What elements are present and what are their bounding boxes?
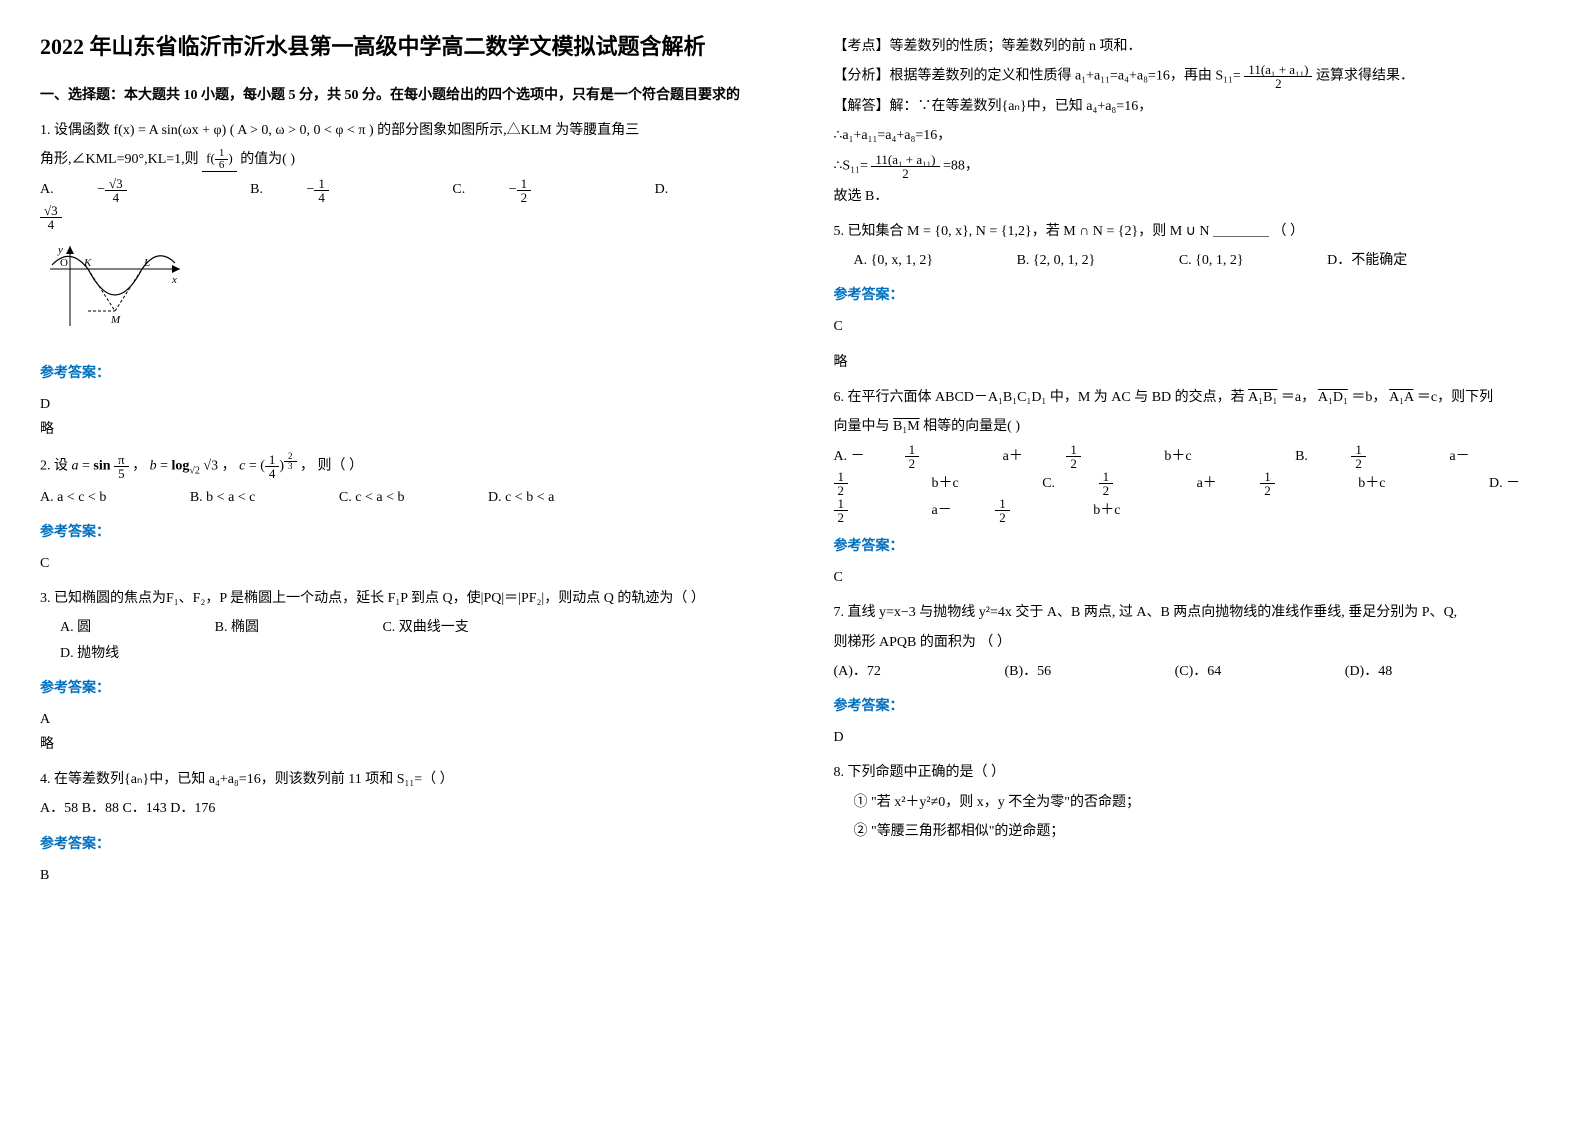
left-column: 2022 年山东省临沂市沂水县第一高级中学高二数学文模拟试题含解析 一、选择题：… — [0, 0, 794, 1122]
q4-sol3: ∴S₁₁= 11(a₁ + a₁₁)2 =88， — [834, 153, 1548, 180]
q7-opt-d: (D)．48 — [1345, 659, 1392, 684]
q5-options: A. {0, x, 1, 2} B. {2, 0, 1, 2} C. {0, 1… — [854, 248, 1548, 273]
q6-answer: C — [834, 565, 1548, 590]
q7-options: (A)．72 (B)．56 (C)．64 (D)．48 — [834, 659, 1548, 684]
q8-item1: ① "若 x²＋y²≠0，则 x，y 不全为零"的否命题； — [854, 790, 1548, 815]
q3-answer: A — [40, 707, 754, 732]
svg-text:K: K — [83, 257, 92, 269]
question-5: 5. 已知集合 M = {0, x}, N = {1,2}，若 M ∩ N = … — [834, 219, 1548, 273]
q1-stem-line1: 1. 设偶函数 f(x) = A sin(ωx + φ) ( A > 0, ω … — [40, 118, 754, 143]
q2-opt-b: B. b < a < c — [190, 485, 256, 510]
section-1-heading: 一、选择题：本大题共 10 小题，每小题 5 分，共 50 分。在每小题给出的四… — [40, 83, 754, 108]
q5-opt-b: B. {2, 0, 1, 2} — [1017, 248, 1096, 273]
q4-opts: A．58 B．88 C．143 D．176 — [40, 796, 754, 821]
exam-title: 2022 年山东省临沂市沂水县第一高级中学高二数学文模拟试题含解析 — [40, 30, 754, 63]
question-8: 8. 下列命题中正确的是（ ） ① "若 x²＋y²≠0，则 x，y 不全为零"… — [834, 760, 1548, 844]
q8-stem: 8. 下列命题中正确的是（ ） — [834, 760, 1548, 785]
q3-note: 略 — [40, 732, 754, 757]
question-3: 3. 已知椭圆的焦点为F₁、F₂，P 是椭圆上一个动点，延长 F₁P 到点 Q，… — [40, 586, 754, 666]
q1-graph: O K L M x y — [40, 241, 190, 336]
q2-opt-a: A. a < c < b — [40, 485, 106, 510]
q1-stem-line2: 角形,∠KML=90°,KL=1,则 f(16) 的值为( ) — [40, 147, 754, 172]
question-4: 4. 在等差数列{aₙ}中，已知 a₄+a₈=16，则该数列前 11 项和 S₁… — [40, 767, 754, 821]
q3-opt-b: B. 椭圆 — [215, 615, 259, 640]
q7-stem1: 7. 直线 y=x−3 与抛物线 y²=4x 交于 A、B 两点, 过 A、B … — [834, 600, 1548, 625]
q8-item2: ② "等腰三角形都相似"的逆命题； — [854, 819, 1548, 844]
q1-note: 略 — [40, 417, 754, 442]
q7-opt-c: (C)．64 — [1175, 659, 1222, 684]
q4-answer-label: 参考答案： — [40, 832, 754, 857]
q4-exp-head: 【考点】等差数列的性质；等差数列的前 n 项和． — [834, 34, 1548, 59]
q5-answer-label: 参考答案： — [834, 283, 1548, 308]
q1-answer: D — [40, 392, 754, 417]
q6-opt-c: C. 12 a＋ 12 b＋c — [1042, 476, 1429, 491]
svg-text:y: y — [57, 244, 63, 256]
q1-opt-b: B. −14 — [250, 182, 409, 197]
q2-answer-label: 参考答案： — [40, 520, 754, 545]
q4-sol4: 故选 B． — [834, 184, 1548, 209]
svg-text:x: x — [171, 274, 177, 286]
q6-answer-label: 参考答案： — [834, 534, 1548, 559]
q4-analysis: 【分析】根据等差数列的定义和性质得 a₁+a₁₁=a₄+a₈=16，再由 S₁₁… — [834, 63, 1548, 90]
q5-answer: C — [834, 314, 1548, 339]
q5-opt-d: D．不能确定 — [1327, 248, 1407, 273]
q7-opt-b: (B)．56 — [1004, 659, 1051, 684]
q5-stem: 5. 已知集合 M = {0, x}, N = {1,2}，若 M ∩ N = … — [834, 219, 1548, 244]
q4-sol2: ∴a₁+a₁₁=a₄+a₈=16， — [834, 123, 1548, 148]
question-7: 7. 直线 y=x−3 与抛物线 y²=4x 交于 A、B 两点, 过 A、B … — [834, 600, 1548, 684]
q3-stem: 3. 已知椭圆的焦点为F₁、F₂，P 是椭圆上一个动点，延长 F₁P 到点 Q，… — [40, 586, 754, 611]
svg-text:O: O — [60, 257, 68, 269]
q5-opt-c: C. {0, 1, 2} — [1179, 248, 1244, 273]
right-column: 【考点】等差数列的性质；等差数列的前 n 项和． 【分析】根据等差数列的定义和性… — [794, 0, 1587, 1122]
q4-stem: 4. 在等差数列{aₙ}中，已知 a₄+a₈=16，则该数列前 11 项和 S₁… — [40, 767, 754, 792]
q7-answer: D — [834, 725, 1548, 750]
q2-opt-d: D. c < b < a — [488, 485, 554, 510]
svg-text:L: L — [143, 257, 150, 269]
q6-options: A. －12 a＋ 12 b＋c B. 12 a－ 12 b＋c C. 12 a… — [834, 443, 1548, 524]
q7-stem2: 则梯形 APQB 的面积为 （ ） — [834, 630, 1548, 655]
q1-answer-label: 参考答案： — [40, 361, 754, 386]
svg-text:M: M — [110, 314, 121, 326]
q7-answer-label: 参考答案： — [834, 694, 1548, 719]
q3-opt-a: A. 圆 — [60, 615, 91, 640]
q1-options: A. −√34 B. −14 C. −12 D. √34 — [40, 177, 754, 231]
q6-opt-a: A. －12 a＋ 12 b＋c — [834, 449, 1236, 464]
q2-options: A. a < c < b B. b < a < c C. c < a < b D… — [40, 485, 754, 510]
q4-sol1: 【解答】解：∵在等差数列{aₙ}中，已知 a₄+a₈=16， — [834, 94, 1548, 119]
q1-opt-c: C. −12 — [452, 182, 611, 197]
q1-opt-a: A. −√34 — [40, 182, 207, 197]
q2-opt-c: C. c < a < b — [339, 485, 405, 510]
q5-note: 略 — [834, 350, 1548, 375]
q1-f-frac: f(16) — [202, 148, 237, 172]
q5-opt-a: A. {0, x, 1, 2} — [854, 248, 934, 273]
frac-11a: 11(a₁ + a₁₁)2 — [1244, 63, 1312, 90]
q4-answer: B — [40, 863, 754, 888]
question-2: 2. 设 a = sin π5 ， b = log√2 √3 ， c = (14… — [40, 452, 754, 509]
q3-opt-d: D. 抛物线 — [60, 641, 119, 666]
q7-opt-a: (A)．72 — [834, 659, 881, 684]
q3-opt-c: C. 双曲线一支 — [382, 615, 468, 640]
question-6: 6. 在平行六面体 ABCD－A₁B₁C₁D₁ 中，M 为 AC 与 BD 的交… — [834, 385, 1548, 524]
question-1: 1. 设偶函数 f(x) = A sin(ωx + φ) ( A > 0, ω … — [40, 118, 754, 351]
q2-answer: C — [40, 551, 754, 576]
q3-options: A. 圆 B. 椭圆 C. 双曲线一支 D. 抛物线 — [60, 615, 754, 665]
q3-answer-label: 参考答案： — [40, 676, 754, 701]
